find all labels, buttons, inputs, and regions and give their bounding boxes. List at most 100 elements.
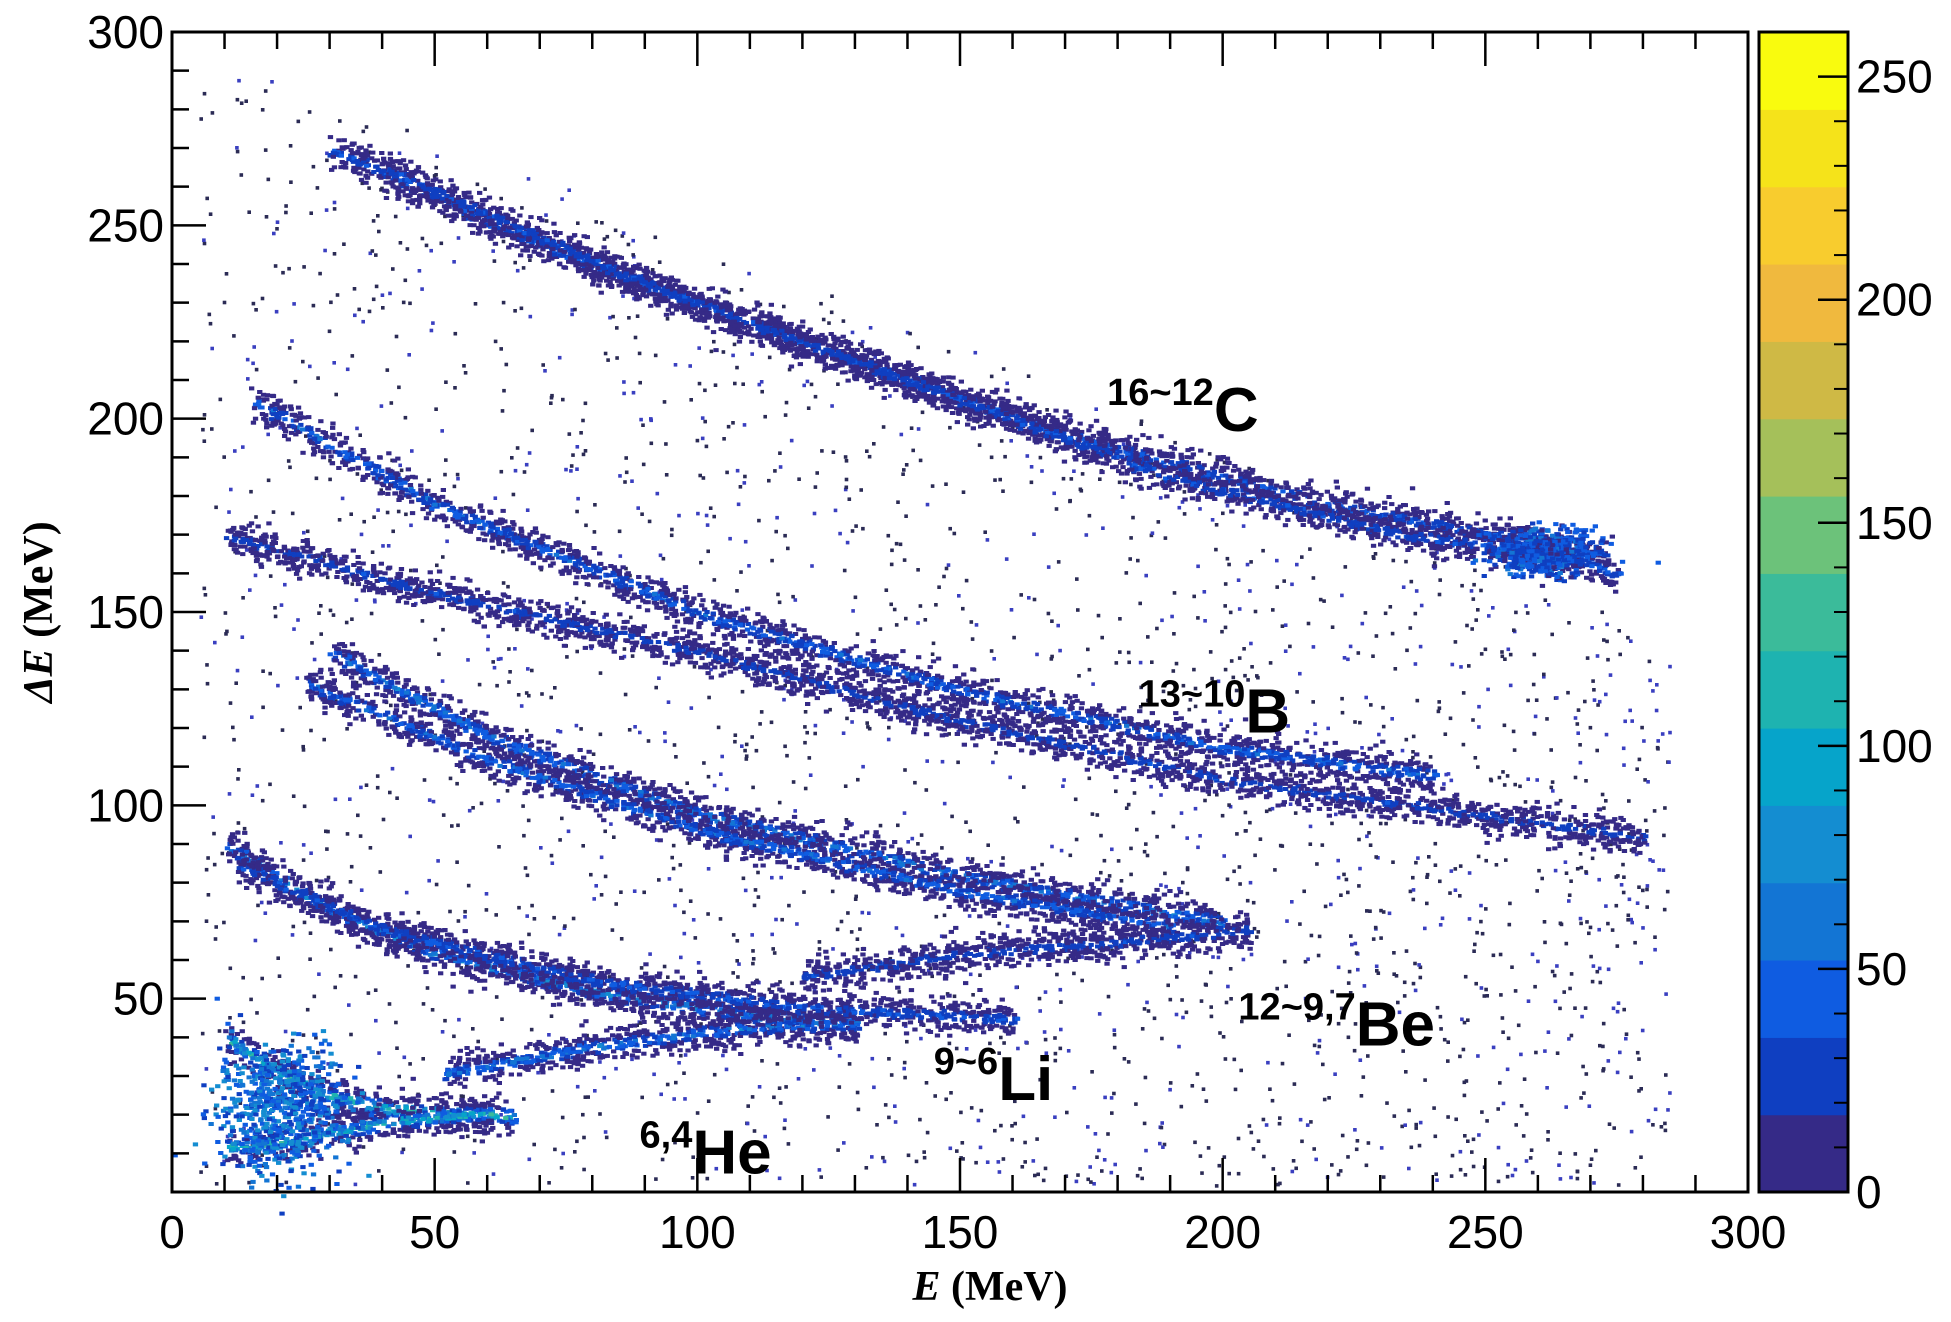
count-cell	[1215, 792, 1219, 797]
count-cell	[850, 720, 854, 724]
count-cell	[274, 871, 280, 876]
count-cell	[652, 1072, 656, 1077]
count-cell	[348, 1096, 354, 1101]
count-cell	[1643, 778, 1647, 782]
count-cell	[378, 1107, 384, 1112]
count-cell	[281, 270, 285, 275]
count-cell	[402, 1055, 407, 1060]
count-cell	[1371, 654, 1375, 658]
count-cell	[1558, 1177, 1563, 1181]
count-cell	[518, 972, 524, 977]
count-cell	[213, 1106, 218, 1111]
count-cell	[861, 764, 865, 769]
count-cell	[1136, 558, 1140, 563]
count-cell	[421, 1057, 425, 1061]
count-cell	[1227, 1171, 1231, 1176]
count-cell	[477, 1125, 483, 1130]
count-cell	[507, 1108, 513, 1113]
count-cell	[549, 395, 554, 400]
count-cell	[521, 804, 525, 808]
count-cell	[1472, 582, 1476, 587]
count-cell	[322, 908, 328, 913]
count-cell	[1270, 806, 1275, 811]
count-cell	[355, 472, 360, 476]
count-cell	[989, 859, 993, 864]
count-cell	[600, 221, 604, 225]
count-cell	[304, 896, 310, 900]
count-cell	[284, 1180, 289, 1185]
count-cell	[349, 925, 355, 930]
count-cell	[1201, 1087, 1206, 1091]
count-cell	[1293, 811, 1298, 815]
count-cell	[1282, 959, 1287, 964]
count-cell	[356, 813, 360, 818]
count-cell	[567, 995, 574, 1000]
count-cell	[1298, 1117, 1303, 1122]
count-cell	[750, 933, 754, 937]
count-cell	[1035, 734, 1039, 738]
count-cell	[1469, 589, 1474, 593]
count-cell	[1518, 784, 1522, 789]
count-cell	[490, 1125, 496, 1130]
count-cell	[729, 1017, 735, 1022]
count-cell	[353, 1090, 359, 1095]
count-cell	[1160, 1036, 1164, 1041]
count-cell	[505, 789, 510, 793]
count-cell	[415, 1093, 422, 1098]
count-cell	[1635, 901, 1640, 905]
count-cell	[888, 956, 893, 961]
count-cell	[481, 986, 488, 991]
count-cell	[1499, 993, 1503, 997]
count-cell	[1358, 1058, 1363, 1062]
count-cell	[657, 676, 661, 680]
count-cell	[619, 937, 624, 941]
count-cell	[463, 915, 467, 919]
count-cell	[607, 975, 612, 979]
count-cell	[1144, 573, 1148, 578]
count-cell	[721, 262, 726, 266]
count-cell	[631, 390, 636, 395]
count-cell	[466, 1106, 473, 1111]
count-cell	[359, 785, 363, 790]
count-cell	[699, 560, 703, 565]
count-cell	[1592, 688, 1596, 692]
count-cell	[1462, 1020, 1467, 1025]
count-cell	[1305, 730, 1310, 734]
count-cell	[1288, 644, 1292, 649]
count-cell	[1575, 1169, 1580, 1174]
count-cell	[429, 248, 433, 253]
count-cell	[1174, 964, 1179, 968]
count-cell	[342, 242, 346, 246]
count-cell	[226, 1145, 233, 1149]
count-cell	[1144, 842, 1148, 846]
count-cell	[423, 1129, 429, 1134]
count-cell	[1629, 1075, 1633, 1079]
count-cell	[650, 1053, 656, 1058]
count-cell	[767, 987, 772, 992]
count-cell	[1357, 884, 1361, 888]
count-cell	[765, 1168, 769, 1173]
count-cell	[236, 1158, 242, 1163]
count-cell	[739, 288, 744, 292]
count-cell	[1040, 862, 1044, 867]
count-cell	[1629, 639, 1633, 643]
count-cell	[410, 1111, 416, 1116]
count-cell	[741, 1012, 748, 1017]
count-cell	[1245, 898, 1250, 903]
count-cell	[267, 1141, 273, 1145]
count-cell	[1277, 1121, 1282, 1126]
count-cell	[1667, 760, 1671, 764]
count-cell	[309, 851, 313, 855]
count-cell	[482, 1131, 488, 1136]
count-cell	[627, 728, 632, 732]
count-cell	[199, 117, 203, 121]
count-cell	[408, 301, 412, 306]
count-cell	[1466, 1018, 1470, 1022]
count-cell	[582, 1167, 586, 1172]
count-cell	[291, 924, 296, 929]
count-cell	[1251, 1147, 1256, 1151]
count-cell	[849, 930, 854, 934]
count-cell	[1229, 699, 1233, 704]
count-cell	[513, 468, 518, 473]
count-cell	[503, 1099, 509, 1104]
